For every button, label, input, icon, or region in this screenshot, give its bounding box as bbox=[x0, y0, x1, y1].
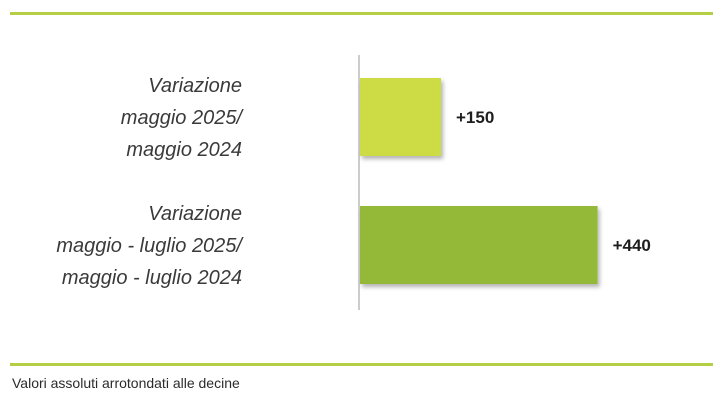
category-label-2-line-1: Variazione bbox=[148, 203, 242, 225]
bar-2 bbox=[360, 206, 598, 284]
category-label-1-line-1: Variazione bbox=[148, 75, 242, 97]
value-label-1: +150 bbox=[456, 108, 494, 127]
bottom-divider bbox=[10, 363, 713, 366]
value-label-2: +440 bbox=[613, 236, 651, 255]
category-label-1-line-3: maggio 2024 bbox=[126, 139, 242, 161]
top-divider bbox=[10, 12, 713, 15]
category-label-2-line-2: maggio - luglio 2025/ bbox=[56, 235, 244, 257]
bar-1 bbox=[360, 78, 441, 156]
footnote: Valori assoluti arrotondati alle decine bbox=[12, 375, 240, 391]
category-label-1-line-2: maggio 2025/ bbox=[121, 107, 245, 129]
category-label-2-line-3: maggio - luglio 2024 bbox=[62, 267, 242, 289]
